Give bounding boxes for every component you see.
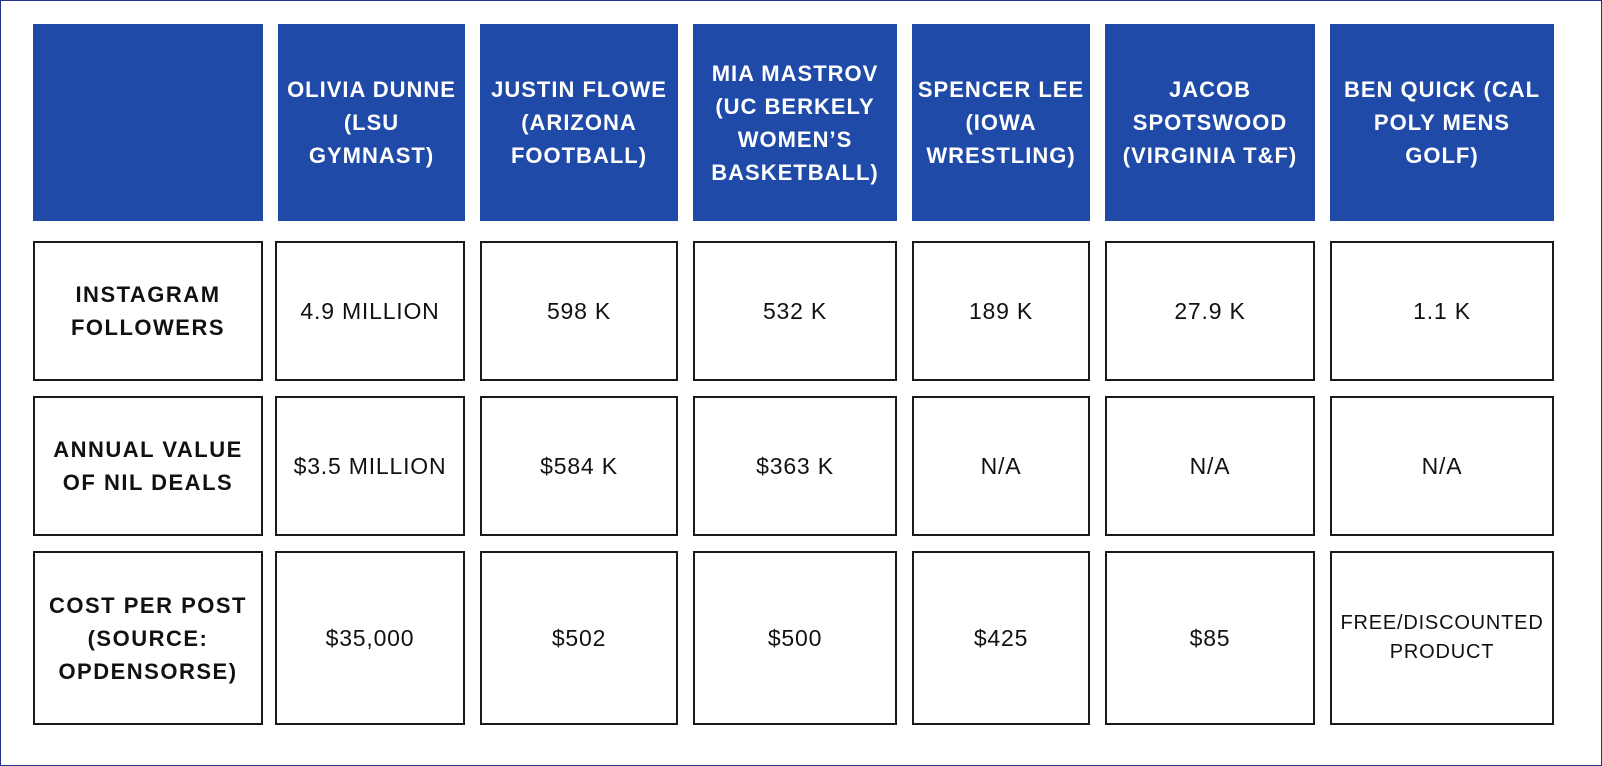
table-cell: FREE/DISCOUNTED PRODUCT [1330,551,1554,725]
table-cell: $363 K [693,396,897,536]
header-olivia-dunne: OLIVIA DUNNE (LSU GYMNAST) [278,24,465,221]
table-cell: $425 [912,551,1090,725]
header-spencer-lee: SPENCER LEE (IOWA WRESTLING) [912,24,1090,221]
header-corner-cell [33,24,263,221]
header-justin-flowe: JUSTIN FLOWE (ARIZONA FOOTBALL) [480,24,678,221]
table-cell: $584 K [480,396,678,536]
table-cell: 27.9 K [1105,241,1315,381]
row-label-cost-per-post: COST PER POST (SOURCE: OPDENSORSE) [33,551,263,725]
table-cell: 532 K [693,241,897,381]
table-cell: 189 K [912,241,1090,381]
header-mia-mastrov: MIA MASTROV (UC BERKELY WOMEN’S BASKETBA… [693,24,897,221]
table-cell: $502 [480,551,678,725]
table-cell: N/A [912,396,1090,536]
table-cell: $500 [693,551,897,725]
table-cell: N/A [1105,396,1315,536]
table-cell: N/A [1330,396,1554,536]
row-label-instagram-followers: INSTAGRAM FOLLOWERS [33,241,263,381]
table-cell: $35,000 [275,551,465,725]
header-ben-quick: BEN QUICK (CAL POLY MENS GOLF) [1330,24,1554,221]
row-label-annual-value-nil: ANNUAL VALUE OF NIL DEALS [33,396,263,536]
table-cell: 598 K [480,241,678,381]
header-jacob-spotswood: JACOB SPOTSWOOD (VIRGINIA T&F) [1105,24,1315,221]
table-cell: $85 [1105,551,1315,725]
table-cell: $3.5 MILLION [275,396,465,536]
table-cell: 4.9 MILLION [275,241,465,381]
table-cell: 1.1 K [1330,241,1554,381]
